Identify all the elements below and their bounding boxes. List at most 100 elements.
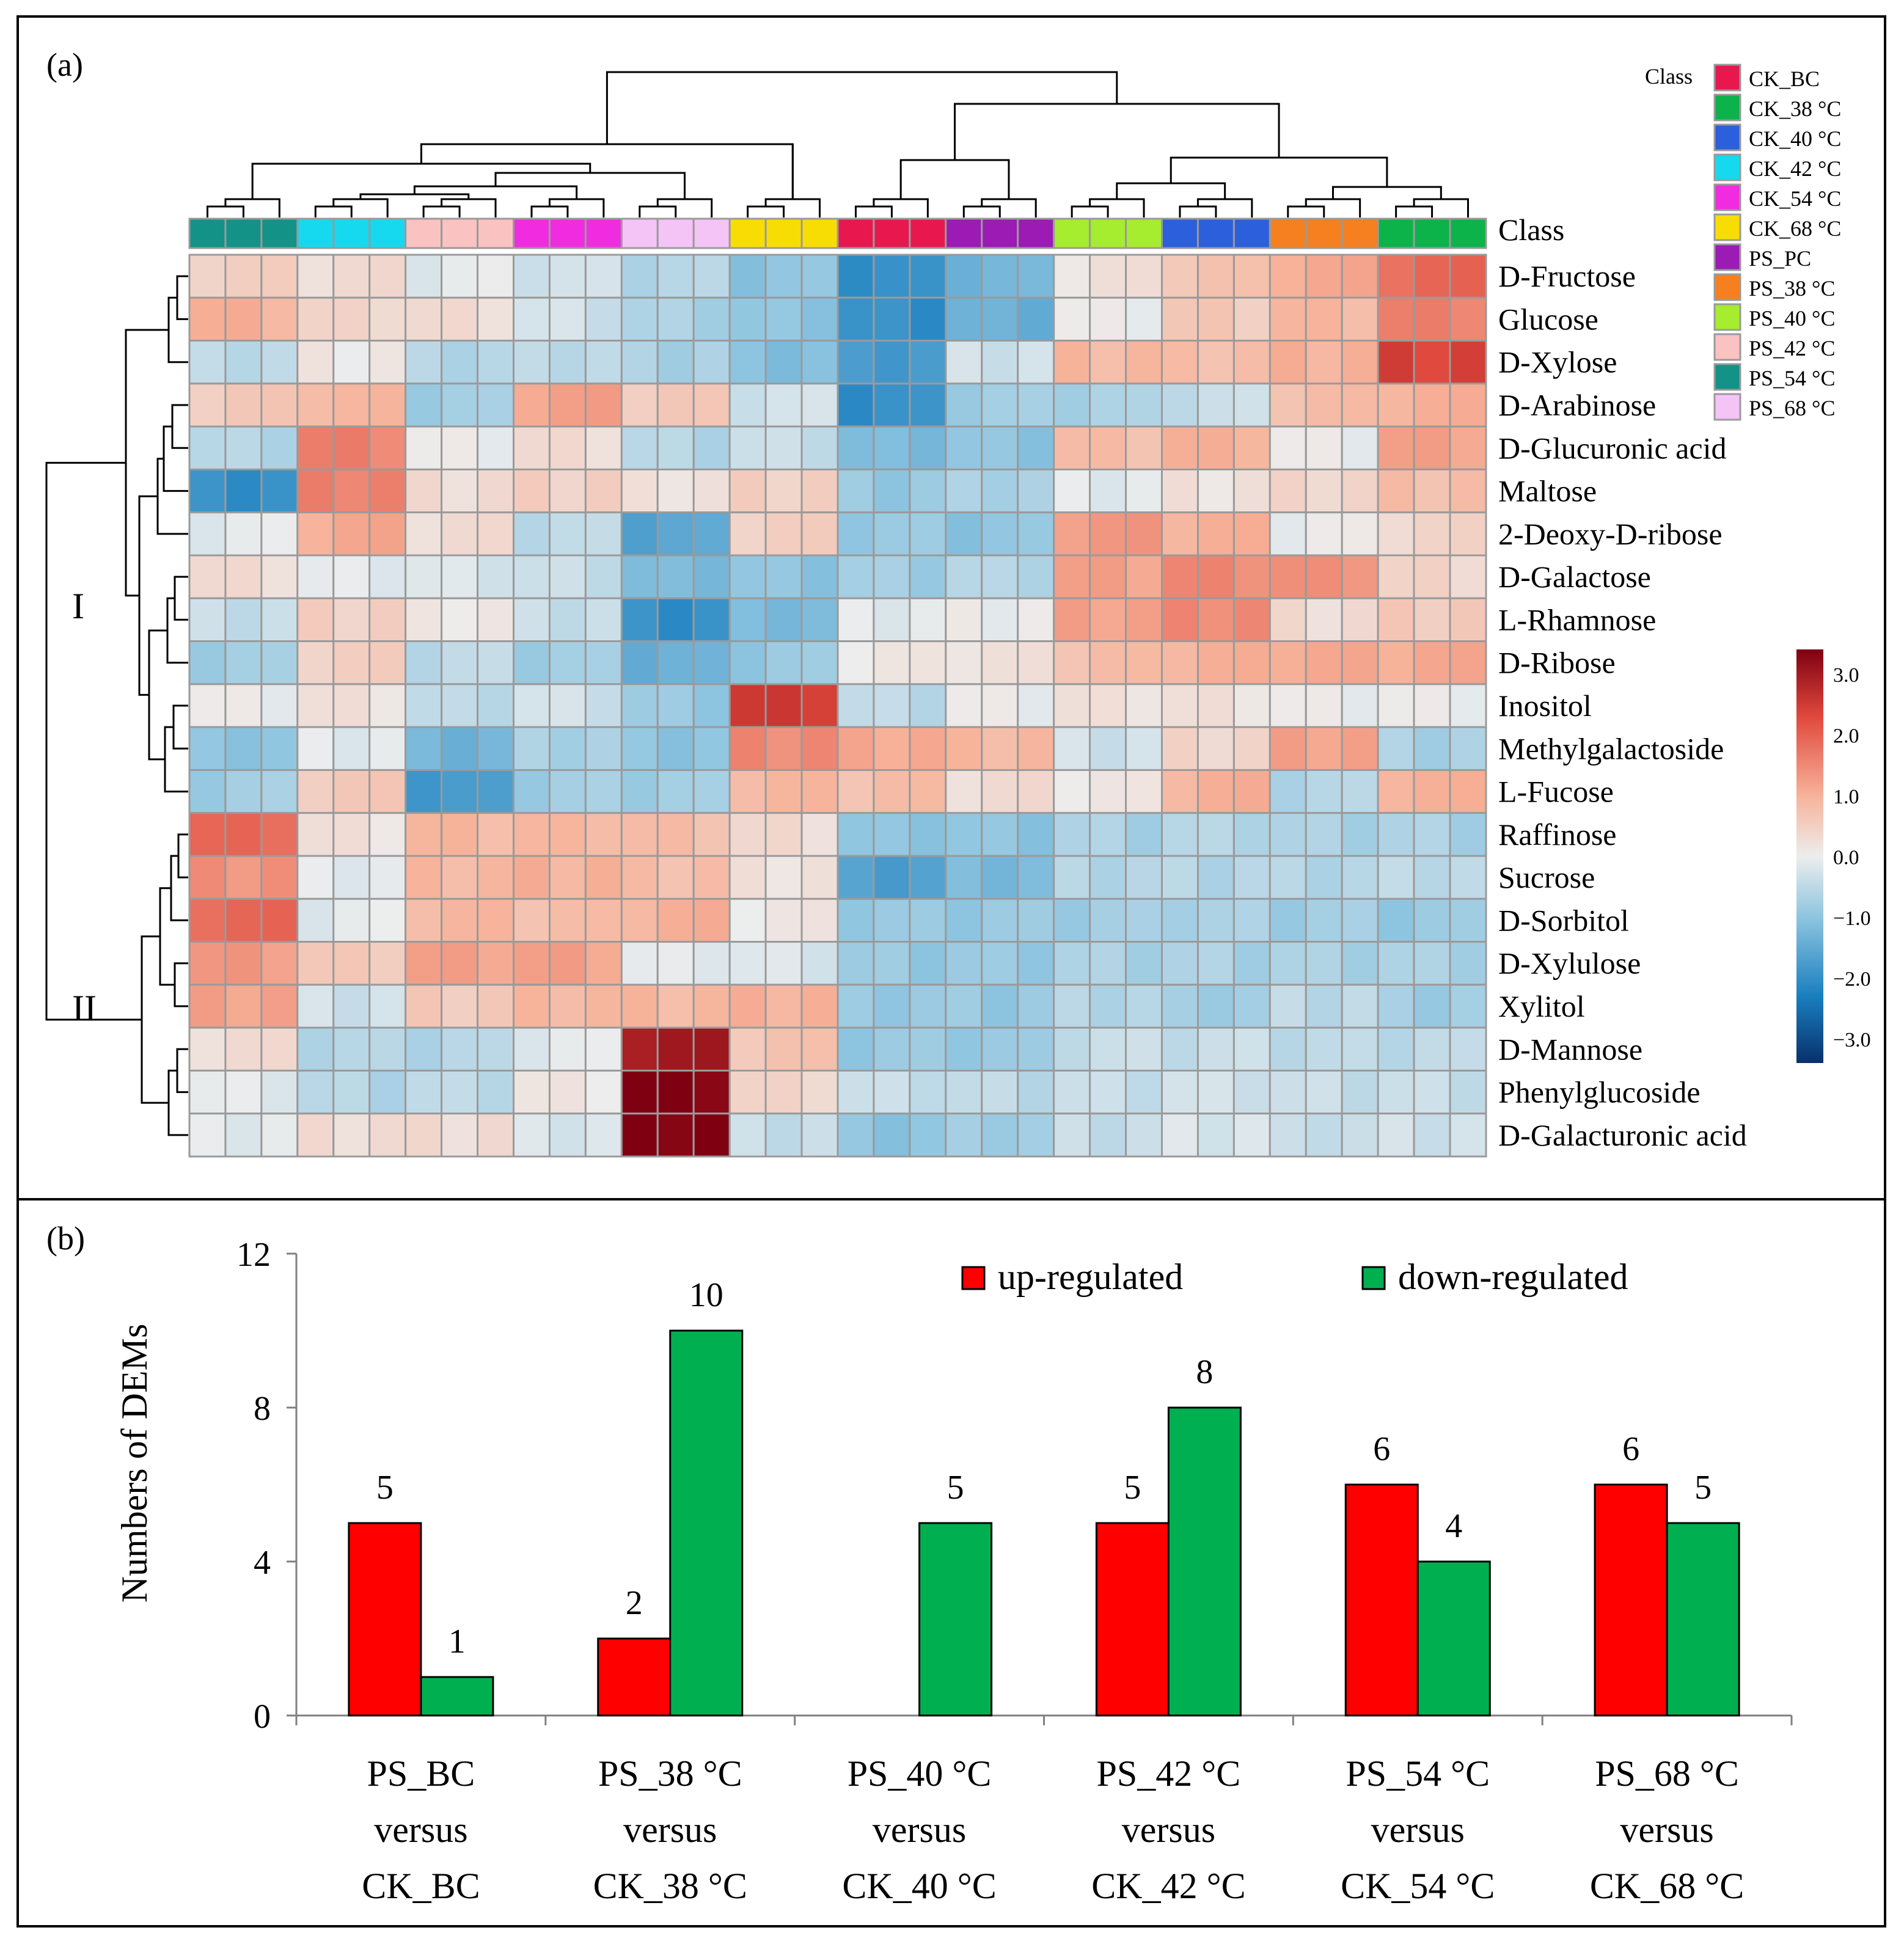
heatmap-cell <box>224 340 263 385</box>
heatmap-cell <box>873 511 911 557</box>
heatmap-cell <box>1089 468 1127 514</box>
heatmap-cell <box>1125 340 1163 385</box>
heatmap-cell <box>513 597 551 643</box>
y-tick-label: 0 <box>254 1698 271 1736</box>
class-swatch <box>513 217 551 249</box>
heatmap-cell <box>945 812 983 857</box>
dendrogram-link <box>1395 205 1433 217</box>
heatmap-cell <box>1161 340 1199 385</box>
heatmap-cell <box>368 1113 407 1158</box>
heatmap-cell <box>800 340 839 385</box>
heatmap-cell <box>800 941 839 986</box>
heatmap-cell <box>1449 726 1487 771</box>
heatmap-cell <box>764 640 803 685</box>
legend-label: PS_54 °C <box>1749 366 1835 390</box>
heatmap-cell <box>513 640 551 685</box>
dendrogram-link <box>764 198 821 217</box>
heatmap-cell <box>296 769 335 814</box>
heatmap-cell <box>1305 1026 1343 1072</box>
heatmap-cell <box>405 340 443 385</box>
heatmap-cell <box>764 984 803 1029</box>
heatmap-cell <box>728 769 767 814</box>
heatmap-cells <box>188 254 1487 1158</box>
class-swatch <box>837 217 875 249</box>
heatmap-cell <box>728 597 767 643</box>
bar-value-label: 10 <box>689 1276 723 1314</box>
heatmap-cell <box>1232 340 1271 385</box>
heatmap-cell <box>1125 1026 1163 1072</box>
heatmap-cell <box>1196 1026 1235 1072</box>
heatmap-cell <box>909 726 947 771</box>
heatmap-cell <box>873 340 911 385</box>
heatmap-cell <box>1196 1113 1235 1158</box>
heatmap-cell <box>945 984 983 1029</box>
heatmap-cell <box>441 812 479 857</box>
class-swatch <box>981 217 1019 249</box>
heatmap-cell <box>1269 941 1307 986</box>
color-scale-tick: 1.0 <box>1833 786 1859 808</box>
heatmap-cell <box>1341 726 1379 771</box>
heatmap-cell <box>873 812 911 857</box>
heatmap-cell <box>1161 855 1199 900</box>
heatmap-cell <box>1089 425 1127 470</box>
heatmap-cell <box>1089 726 1127 771</box>
heatmap-cell <box>873 726 911 771</box>
heatmap-cell <box>188 382 227 428</box>
heatmap-cell <box>1449 855 1487 900</box>
dendrogram-link <box>420 143 794 199</box>
heatmap-cell <box>1341 511 1379 557</box>
heatmap-cell <box>584 340 623 385</box>
heatmap-cell <box>332 254 371 299</box>
heatmap-cell <box>584 855 623 900</box>
heatmap-cell <box>1232 597 1271 643</box>
heatmap-cell <box>1053 1113 1091 1158</box>
heatmap-cell <box>1341 683 1379 728</box>
heatmap-cell <box>1341 597 1379 643</box>
class-swatch <box>1377 217 1415 249</box>
heatmap-cell <box>548 1113 587 1158</box>
heatmap-cell <box>513 855 551 900</box>
heatmap-cell <box>656 597 695 643</box>
heatmap-cell <box>728 1069 767 1115</box>
heatmap-cell <box>188 897 227 943</box>
x-category-label: PS_42 °C <box>1097 1753 1241 1794</box>
legend-swatch <box>1713 273 1741 301</box>
heatmap-cell <box>441 597 479 643</box>
heatmap-cell <box>260 382 299 428</box>
heatmap-cell <box>296 984 335 1029</box>
heatmap-cell <box>873 769 911 814</box>
heatmap-cell <box>800 468 839 514</box>
y-tick-label: 4 <box>254 1544 271 1582</box>
heatmap-cell <box>1161 597 1199 643</box>
heatmap-cell <box>1269 340 1307 385</box>
heatmap-cell <box>1305 1069 1343 1115</box>
heatmap-cell <box>1305 468 1343 514</box>
heatmap-cell <box>1413 468 1451 514</box>
heatmap-cell <box>1269 468 1307 514</box>
heatmap-cell <box>656 683 695 728</box>
heatmap-cell <box>873 296 911 342</box>
heatmap-cell <box>837 1113 875 1158</box>
heatmap-cell <box>1232 812 1271 857</box>
dendrogram-link <box>164 726 188 793</box>
heatmap-cell <box>260 296 299 342</box>
dendrogram-link <box>656 198 713 217</box>
heatmap-cell <box>513 941 551 986</box>
bar-value-label: 5 <box>376 1469 394 1507</box>
class-swatch <box>584 217 623 249</box>
heatmap-cell <box>909 683 947 728</box>
heatmap-cell <box>260 941 299 986</box>
dendrogram-link <box>159 887 175 986</box>
x-category-label: PS_38 °C <box>598 1753 742 1794</box>
heatmap-cell <box>405 468 443 514</box>
dendrogram-link <box>854 205 893 217</box>
heatmap-cell <box>1269 554 1307 599</box>
heatmap-cell <box>1089 640 1127 685</box>
heatmap-cell <box>1053 597 1091 643</box>
heatmap-cell <box>332 1113 371 1158</box>
heatmap-cell <box>764 425 803 470</box>
heatmap-cell <box>477 941 514 986</box>
bar-value-label: 5 <box>1124 1469 1141 1507</box>
heatmap-cell <box>728 382 767 428</box>
heatmap-cell <box>188 941 227 986</box>
